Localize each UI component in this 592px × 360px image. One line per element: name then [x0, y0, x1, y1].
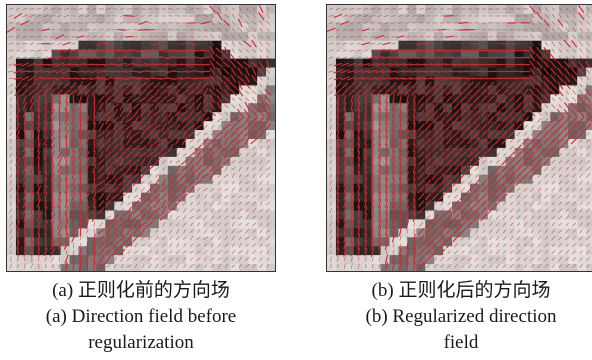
- caption-a: (a) 正则化前的方向场 (a) Direction field before …: [0, 278, 286, 356]
- fingerprint-ridge-image: [7, 5, 275, 271]
- caption-a-english-line2: regularization: [88, 332, 194, 353]
- caption-a-english-line1: (a) Direction field before: [45, 306, 237, 327]
- caption-b-chinese: (b) 正则化后的方向场: [371, 280, 551, 301]
- direction-field-image-after: [326, 4, 592, 272]
- caption-b-english-line2: field: [443, 332, 479, 353]
- direction-field-image-before: [6, 4, 276, 272]
- caption-b-english-line1: (b) Regularized direction: [365, 306, 557, 327]
- fingerprint-ridge-image: [327, 5, 592, 271]
- caption-b: (b) 正则化后的方向场 (b) Regularized direction f…: [316, 278, 592, 356]
- caption-a-chinese: (a) 正则化前的方向场: [52, 280, 230, 301]
- direction-field-overlay: [7, 5, 272, 271]
- direction-field-overlay: [327, 5, 592, 271]
